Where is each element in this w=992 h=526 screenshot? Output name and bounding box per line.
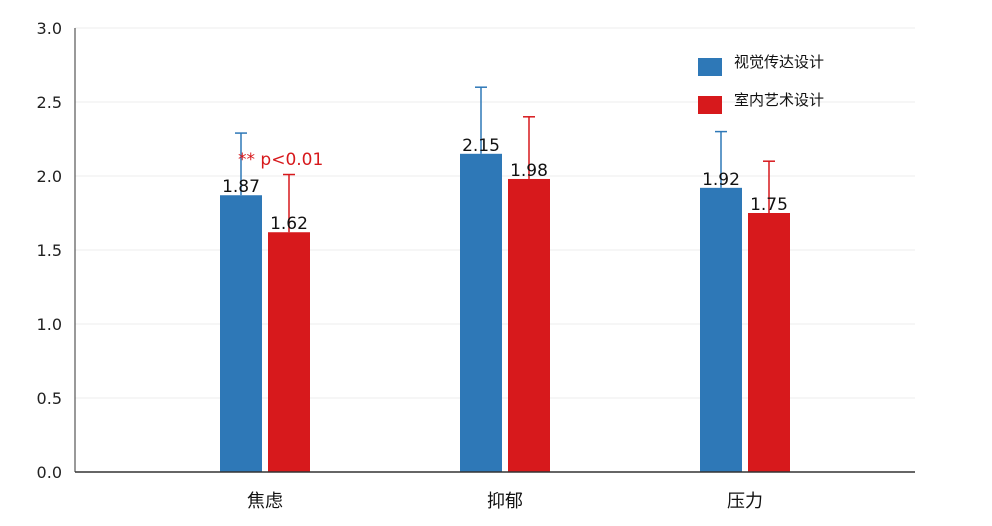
bar (700, 187, 742, 472)
bar (268, 232, 310, 472)
bar (508, 178, 550, 472)
y-tick-label: 1.0 (37, 315, 62, 334)
legend-label: 室内艺术设计 (734, 91, 824, 109)
error-bars (235, 86, 775, 233)
y-tick-label: 3.0 (37, 19, 62, 38)
y-tick-label: 0.5 (37, 389, 62, 408)
x-tick-label: 压力 (727, 491, 763, 512)
significance-annotation: ** p<0.01 (238, 150, 323, 170)
legend-label: 视觉传达设计 (734, 53, 824, 71)
x-tick-label: 抑郁 (487, 491, 523, 512)
data-label: 2.15 (462, 136, 500, 156)
x-tick-label: 焦虑 (247, 491, 283, 512)
legend-swatch (698, 96, 722, 114)
data-label: 1.98 (510, 161, 548, 181)
data-label: 1.87 (222, 177, 260, 197)
legend-swatch (698, 58, 722, 76)
bar (220, 195, 262, 473)
data-label: 1.92 (702, 170, 740, 190)
y-tick-label: 2.0 (37, 167, 62, 186)
data-label: 1.75 (750, 195, 788, 215)
y-tick-label: 2.5 (37, 93, 62, 112)
bars (220, 153, 790, 473)
bar (748, 213, 790, 472)
data-label: 1.62 (270, 214, 308, 234)
bar (460, 153, 502, 473)
y-axis-ticks: 0.0 0.5 1.0 1.5 2.0 2.5 3.0 (37, 19, 62, 482)
y-tick-label: 0.0 (37, 463, 62, 482)
x-axis-ticks: 焦虑 抑郁 压力 (247, 491, 763, 512)
data-labels: 1.87 2.15 1.92 1.62 1.98 1.75 (222, 136, 788, 234)
y-tick-label: 1.5 (37, 241, 62, 260)
